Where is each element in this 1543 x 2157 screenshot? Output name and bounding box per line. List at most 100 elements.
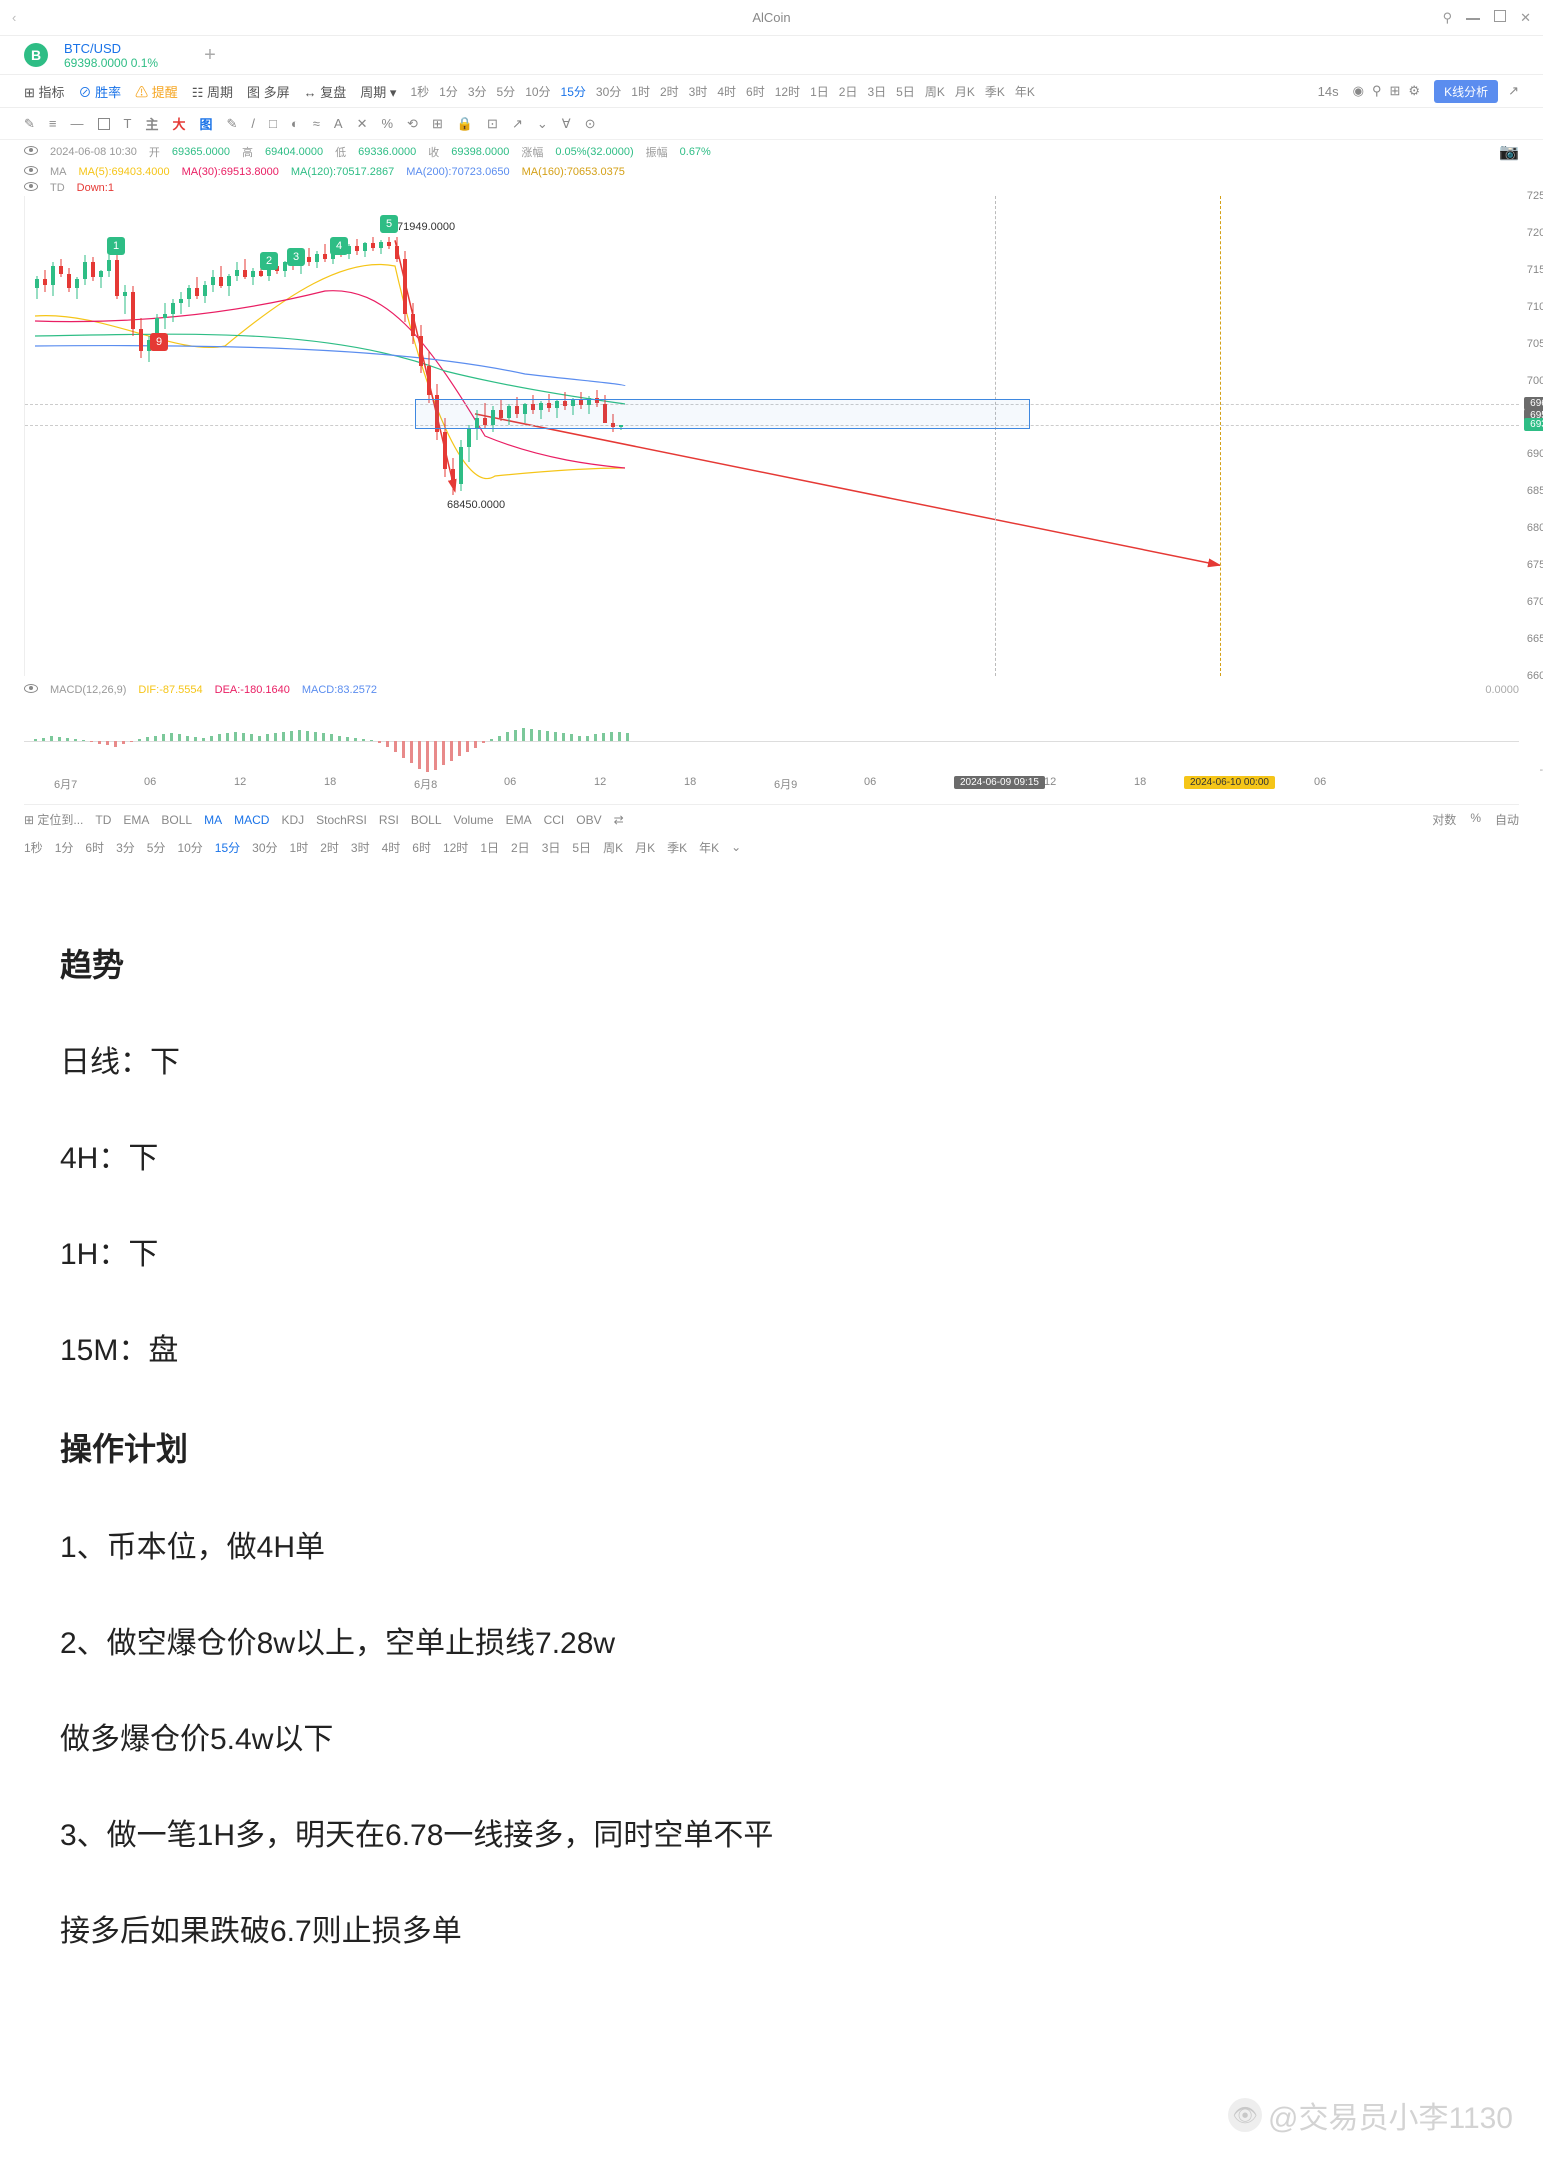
indicator-⇄[interactable]: ⇄ [614,813,624,827]
btf-⌄[interactable]: ⌄ [731,840,741,854]
minimize-icon[interactable] [1466,10,1480,25]
indicator-BOLL[interactable]: BOLL [161,813,192,827]
eye-icon[interactable] [24,146,38,158]
drawtool-icon[interactable]: ≡ [49,116,57,131]
btf-2时[interactable]: 2时 [320,839,339,856]
indicator-EMA[interactable]: EMA [506,813,532,827]
drawtool-icon[interactable]: — [71,116,84,131]
macd-chart[interactable]: -500.0000 [24,706,1519,776]
drawtool-icon[interactable]: ◐ [291,116,299,131]
toolbar-item[interactable]: 图 多屏 [247,82,290,101]
timeframe-年K[interactable]: 年K [1015,83,1035,100]
symbol-block[interactable]: BTC/USD 69398.0000 0.1% [64,41,158,70]
drawtool-icon[interactable]: 🔒 [457,116,473,132]
btf-3时[interactable]: 3时 [351,839,370,856]
btf-2日[interactable]: 2日 [511,839,530,856]
drawtool-icon[interactable]: ⟲ [407,116,418,132]
timeframe-4时[interactable]: 4时 [717,83,736,100]
drawtool-icon[interactable]: ⊙ [585,116,596,132]
indicator-TD[interactable]: TD [95,813,111,827]
indicator-OBV[interactable]: OBV [576,813,601,827]
timeframe-1日[interactable]: 1日 [810,83,829,100]
drawtool-icon[interactable]: ≈ [313,116,320,131]
timeframe-月K[interactable]: 月K [955,83,975,100]
btf-4时[interactable]: 4时 [382,839,401,856]
drawtool-icon[interactable]: ⊞ [432,116,443,132]
timeframe-10分[interactable]: 10分 [525,83,550,100]
timeframe-2日[interactable]: 2日 [839,83,858,100]
eye-icon[interactable] [24,166,38,178]
eye-icon[interactable] [24,684,38,696]
btf-15分[interactable]: 15分 [215,839,240,856]
indicator-Volume[interactable]: Volume [454,813,494,827]
timeframe-6时[interactable]: 6时 [746,83,765,100]
zoom-btn[interactable]: 图 [199,114,212,133]
drawtool-icon[interactable]: A [334,116,343,131]
toolbar-item[interactable]: ⊘ 胜率 [79,82,122,101]
timeframe-1分[interactable]: 1分 [439,83,458,100]
timeframe-15分[interactable]: 15分 [561,83,586,100]
timeframe-1时[interactable]: 1时 [631,83,650,100]
toolbar-item[interactable]: ☷ 周期 [192,82,233,101]
toolbar-icon[interactable]: ⊞ [1390,83,1401,98]
locate-button[interactable]: ⊞ 定位到... [24,811,83,828]
btf-周K[interactable]: 周K [603,839,623,856]
timeframe-1秒[interactable]: 1秒 [410,83,429,100]
add-tab-icon[interactable]: + [204,44,216,67]
btf-12时[interactable]: 12时 [443,839,468,856]
toolbar-item[interactable]: 周期 ▾ [360,82,396,101]
search-icon[interactable]: ⚲ [1443,10,1453,26]
kline-analysis-button[interactable]: K线分析 [1434,80,1498,103]
drawtool-text[interactable]: T [124,116,132,131]
timeframe-2时[interactable]: 2时 [660,83,679,100]
toolbar-item[interactable]: ↔ 复盘 [304,82,347,101]
toolbar-icon[interactable]: ◉ [1353,83,1364,98]
timeframe-3日[interactable]: 3日 [867,83,886,100]
indicator-MA[interactable]: MA [204,813,222,827]
toolbar-item[interactable]: ⚠ 提醒 [135,82,178,101]
timeframe-5日[interactable]: 5日 [896,83,915,100]
maximize-icon[interactable] [1494,10,1506,25]
indicator-KDJ[interactable]: KDJ [281,813,304,827]
drawtool-icon[interactable]: / [251,116,255,131]
timeframe-3时[interactable]: 3时 [689,83,708,100]
back-icon[interactable]: ‹ [12,10,16,25]
drawtool-rect[interactable] [98,118,110,130]
drawtool-icon[interactable]: ∀ [562,116,571,132]
btf-30分[interactable]: 30分 [252,839,277,856]
indicator-StochRSI[interactable]: StochRSI [316,813,367,827]
ind-opt[interactable]: % [1470,811,1481,828]
btf-1秒[interactable]: 1秒 [24,839,43,856]
drawtool-icon[interactable]: ↗ [512,116,523,132]
zoom-btn[interactable]: 大 [172,114,185,133]
toolbar-icon[interactable]: ⚲ [1372,83,1382,98]
share-icon[interactable]: ↗ [1508,83,1519,99]
zoom-btn[interactable]: 主 [145,114,158,133]
drawtool-icon[interactable]: % [381,116,393,131]
btf-6时[interactable]: 6时 [412,839,431,856]
btf-10分[interactable]: 10分 [177,839,202,856]
timeframe-周K[interactable]: 周K [925,83,945,100]
timeframe-5分[interactable]: 5分 [497,83,516,100]
indicator-RSI[interactable]: RSI [379,813,399,827]
drawtool-icon[interactable]: ✎ [24,116,35,132]
timeframe-季K[interactable]: 季K [985,83,1005,100]
btf-6时[interactable]: 6时 [85,839,104,856]
drawtool-icon[interactable]: ⊡ [487,116,498,132]
timeframe-12时[interactable]: 12时 [775,83,800,100]
toolbar-item[interactable]: ⊞ 指标 [24,82,65,101]
btf-1日[interactable]: 1日 [480,839,499,856]
drawtool-icon[interactable]: □ [269,116,277,131]
drawtool-icon[interactable]: ✕ [357,116,368,132]
btf-年K[interactable]: 年K [699,839,719,856]
drawtool-icon[interactable]: ⌄ [537,116,548,132]
btf-月K[interactable]: 月K [635,839,655,856]
btf-1时[interactable]: 1时 [290,839,309,856]
indicator-CCI[interactable]: CCI [544,813,565,827]
btf-5分[interactable]: 5分 [147,839,166,856]
toolbar-icon[interactable]: ⚙ [1408,83,1420,98]
drawtool-icon[interactable]: ✎ [227,116,238,132]
eye-icon[interactable] [24,182,38,194]
btf-3分[interactable]: 3分 [116,839,135,856]
ind-opt[interactable]: 自动 [1495,811,1519,828]
